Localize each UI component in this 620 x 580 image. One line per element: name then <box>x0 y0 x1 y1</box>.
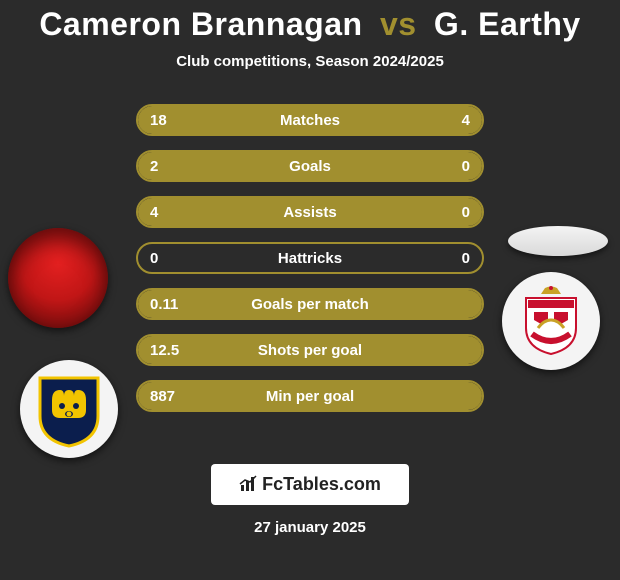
stat-value-left: 0 <box>150 250 158 267</box>
stat-label: Matches <box>280 112 340 129</box>
stat-row: 18 Matches 4 <box>136 104 484 136</box>
stat-row: 12.5 Shots per goal <box>136 334 484 366</box>
stat-value-right: 0 <box>462 158 470 175</box>
stat-label: Goals per match <box>251 296 369 313</box>
stat-label: Assists <box>283 204 336 221</box>
player2-name: G. Earthy <box>434 6 581 42</box>
subtitle: Club competitions, Season 2024/2025 <box>0 53 620 70</box>
player1-avatar <box>8 228 108 328</box>
vs-separator: vs <box>380 6 417 42</box>
stat-value-left: 2 <box>150 158 158 175</box>
stat-value-left: 12.5 <box>150 342 179 359</box>
stat-value-right: 4 <box>462 112 470 129</box>
stat-label: Min per goal <box>266 388 354 405</box>
generation-date: 27 january 2025 <box>0 519 620 536</box>
player2-avatar <box>508 226 608 256</box>
player1-name: Cameron Brannagan <box>39 6 362 42</box>
comparison-title: Cameron Brannagan vs G. Earthy <box>0 0 620 43</box>
stat-value-left: 4 <box>150 204 158 221</box>
oxford-united-icon <box>30 370 108 448</box>
stats-table: 18 Matches 4 2 Goals 0 4 Assists 0 0 Hattricks 0 0.1… <box>136 104 484 412</box>
barchart-icon <box>239 475 259 493</box>
stat-row: 0.11 Goals per match <box>136 288 484 320</box>
stat-label: Hattricks <box>278 250 342 267</box>
footer: FcTables.com 27 january 2025 <box>0 464 620 580</box>
stat-row: 0 Hattricks 0 <box>136 242 484 274</box>
stat-value-left: 18 <box>150 112 167 129</box>
stat-value-left: 887 <box>150 388 175 405</box>
brand-badge: FcTables.com <box>211 464 409 505</box>
stat-value-right: 0 <box>462 204 470 221</box>
stat-value-left: 0.11 <box>150 296 178 313</box>
stat-row: 4 Assists 0 <box>136 196 484 228</box>
bristol-city-icon <box>514 284 588 358</box>
player2-club-badge <box>502 272 600 370</box>
stat-fill-right <box>420 106 482 134</box>
stat-label: Goals <box>289 158 331 175</box>
stat-label: Shots per goal <box>258 342 362 359</box>
stat-value-right: 0 <box>462 250 470 267</box>
content-area: 18 Matches 4 2 Goals 0 4 Assists 0 0 Hattricks 0 0.1… <box>0 104 620 412</box>
brand-text: FcTables.com <box>262 474 381 494</box>
stat-row: 2 Goals 0 <box>136 150 484 182</box>
player1-club-badge <box>20 360 118 458</box>
stat-row: 887 Min per goal <box>136 380 484 412</box>
